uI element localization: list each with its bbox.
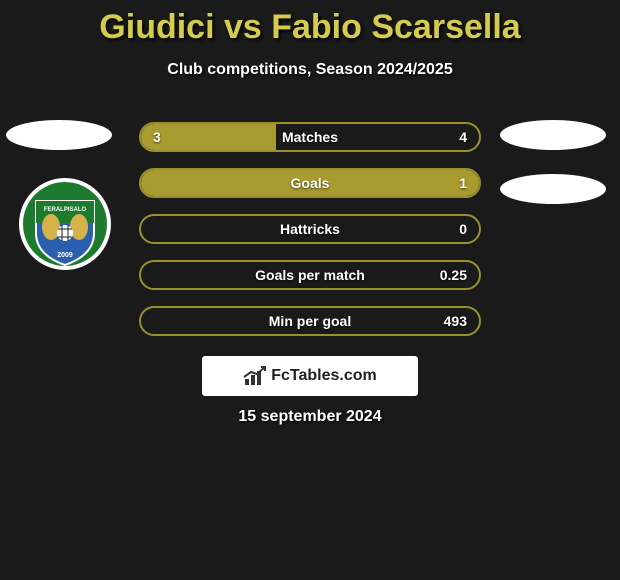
stat-bar: Goals per match 0.25	[139, 260, 481, 290]
player-left-avatar	[6, 120, 112, 150]
club-logo: FERALPISALO 2009	[18, 177, 112, 271]
brand-box: FcTables.com	[202, 356, 418, 396]
stat-label: Min per goal	[269, 313, 351, 329]
player-right-avatar-2	[500, 174, 606, 204]
svg-text:2009: 2009	[57, 252, 73, 259]
stat-label: Goals	[291, 175, 330, 191]
stat-value-right: 0.25	[440, 267, 467, 283]
stat-bar: Hattricks 0	[139, 214, 481, 244]
stat-bar: Goals 1	[139, 168, 481, 198]
page-title: Giudici vs Fabio Scarsella	[0, 0, 620, 47]
brand-name: FcTables.com	[271, 367, 377, 385]
stat-label: Goals per match	[255, 267, 365, 283]
stats-bars: Matches 3 4 Goals 1 Hattricks 0 Goals per match…	[139, 122, 481, 352]
stat-label: Hattricks	[280, 221, 340, 237]
update-date: 15 september 2024	[238, 408, 381, 426]
page-subtitle: Club competitions, Season 2024/2025	[0, 61, 620, 79]
stat-value-right: 0	[459, 221, 467, 237]
svg-text:FERALPISALO: FERALPISALO	[44, 207, 87, 213]
stat-bar: Min per goal 493	[139, 306, 481, 336]
stat-label: Matches	[282, 129, 338, 145]
stat-value-right: 4	[459, 129, 467, 145]
stat-value-left: 3	[153, 129, 161, 145]
stat-value-right: 493	[444, 313, 467, 329]
player-right-avatar-1	[500, 120, 606, 150]
stat-bar: Matches 3 4	[139, 122, 481, 152]
chart-icon	[243, 365, 267, 387]
stat-value-right: 1	[459, 175, 467, 191]
